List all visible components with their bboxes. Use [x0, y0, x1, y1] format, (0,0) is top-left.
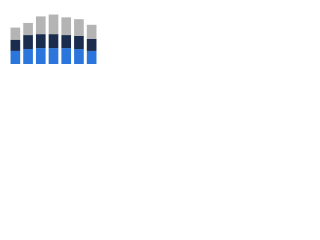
bar-segment: [35, 34, 46, 49]
bar-segment: [86, 38, 97, 51]
bar-segment: [10, 27, 21, 40]
bar-segment: [74, 49, 84, 64]
chart: [10, 14, 97, 64]
bar-segment: [35, 16, 46, 35]
bar-segment: [86, 50, 97, 64]
bar-segment: [74, 36, 84, 50]
bar-segment: [61, 35, 72, 49]
bar-segment: [10, 50, 21, 64]
bar-segment: [23, 49, 33, 64]
bar-segment: [48, 14, 59, 35]
bar-segment: [61, 17, 72, 36]
bar-segment: [35, 48, 46, 64]
bar-segment: [23, 22, 33, 36]
bar-segment: [74, 19, 84, 36]
bar-segment: [86, 24, 97, 39]
bar-segment: [10, 39, 21, 51]
bar-segment: [61, 48, 72, 64]
bar-segment: [48, 34, 59, 49]
bar-segment: [48, 48, 59, 64]
bar-segment: [23, 35, 33, 50]
